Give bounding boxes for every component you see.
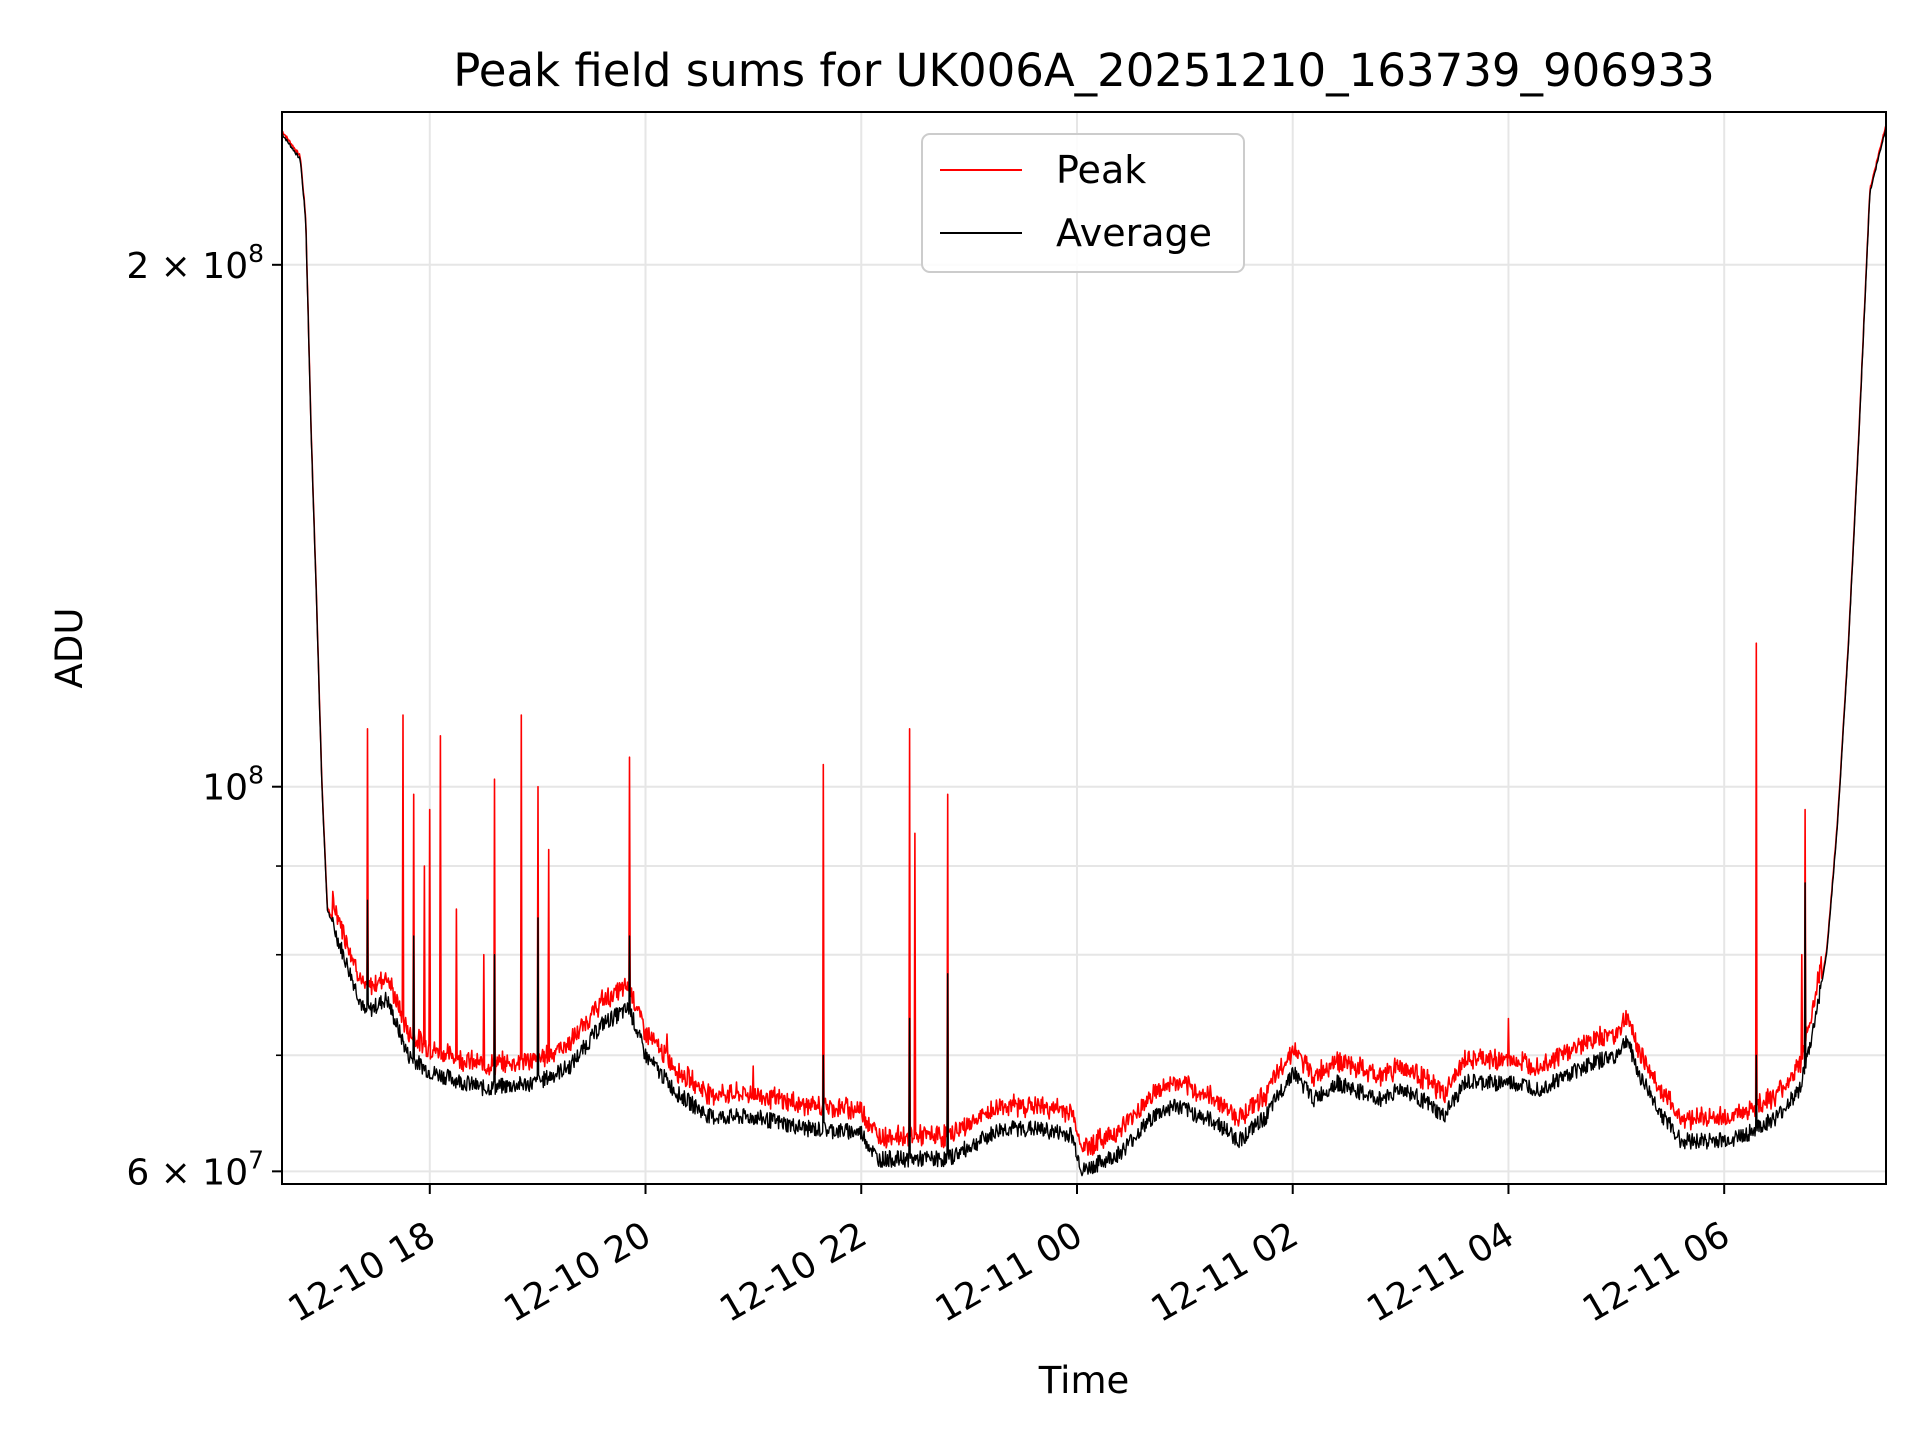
x-tick-label: 12-11 02 — [1145, 1214, 1306, 1330]
x-tick-label: 12-10 20 — [497, 1214, 658, 1330]
y-tick-label: 108 — [202, 761, 264, 809]
x-axis-label: Time — [1038, 1359, 1130, 1402]
y-tick-label-exponent: 7 — [248, 1145, 264, 1174]
x-tick-label: 12-11 00 — [929, 1214, 1090, 1330]
legend-box — [921, 133, 1245, 273]
chart-title: Peak field sums for UK006A_20251210_1637… — [453, 44, 1715, 97]
legend: Peak Average — [921, 133, 1245, 273]
y-tick-label-exponent: 8 — [248, 239, 264, 268]
series-peak-line — [281, 124, 1887, 1156]
y-axis-label: ADU — [48, 608, 91, 689]
x-tick-label: 12-10 18 — [282, 1214, 443, 1330]
y-tick-label-exponent: 8 — [248, 761, 264, 790]
x-tick-label: 12-10 22 — [713, 1214, 874, 1330]
x-tick-label: 12-11 06 — [1576, 1214, 1737, 1330]
y-tick-label-base: 2 × 10 — [126, 246, 248, 287]
y-tick-label-base: 10 — [202, 768, 248, 809]
series-group — [281, 124, 1887, 1177]
y-tick-label: 2 × 108 — [126, 239, 264, 287]
y-tick-label-base: 6 × 10 — [126, 1152, 248, 1193]
plot-frame — [281, 111, 1887, 1185]
legend-peak-label: Peak — [1056, 148, 1146, 192]
x-axis: 12-10 18 12-10 20 12-10 22 12-11 00 12-11 02… — [282, 1184, 1737, 1331]
legend-average-label: Average — [1056, 211, 1212, 255]
x-tick-label: 12-11 04 — [1360, 1214, 1521, 1330]
y-tick-label: 6 × 107 — [126, 1145, 264, 1193]
series-average-line — [281, 127, 1887, 1177]
